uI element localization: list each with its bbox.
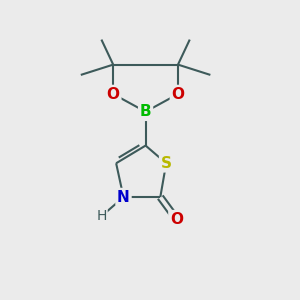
Text: O: O: [107, 87, 120, 102]
Text: B: B: [140, 104, 152, 119]
Text: S: S: [161, 156, 172, 171]
Text: O: O: [172, 87, 184, 102]
Text: N: N: [117, 190, 130, 205]
Text: H: H: [96, 209, 106, 223]
Text: O: O: [170, 212, 183, 227]
